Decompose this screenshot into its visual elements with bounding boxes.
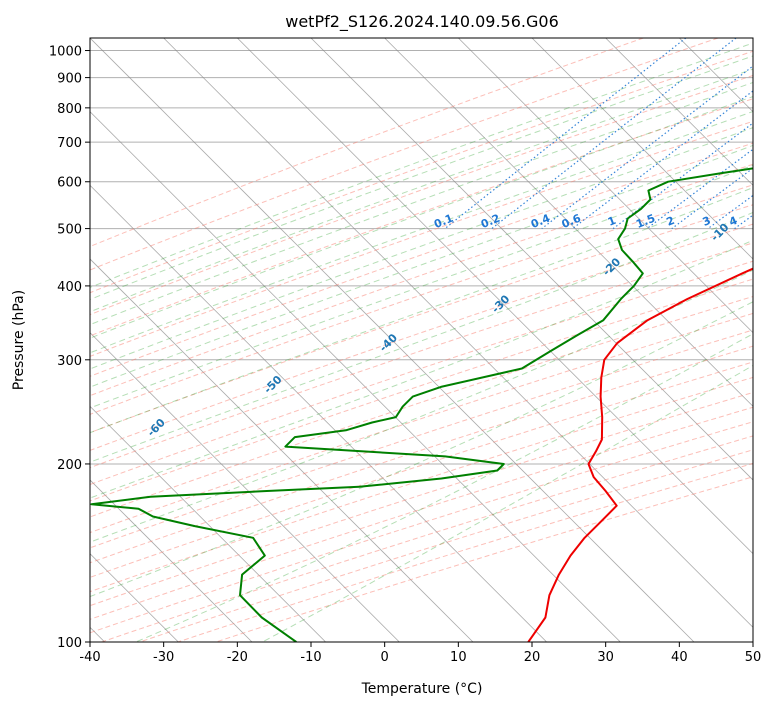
dry-adiabat-line — [101, 435, 753, 642]
dry-adiabat-line — [90, 391, 753, 607]
y-tick-label: 1000 — [49, 45, 82, 60]
y-tick-label: 400 — [57, 280, 82, 295]
y-tick-label: 700 — [57, 136, 82, 151]
dewpoint-profile-line — [90, 167, 753, 642]
isotherm-line — [458, 38, 753, 334]
mixing-ratio-label: 3 — [701, 214, 713, 229]
moist-adiabat-line — [90, 164, 753, 409]
y-tick-label: 300 — [57, 354, 82, 369]
dry-adiabat-line — [90, 295, 753, 518]
x-tick-label: 20 — [524, 650, 541, 665]
y-tick-label: 800 — [57, 102, 82, 117]
y-tick-label: 100 — [57, 636, 82, 651]
isotherm-line — [310, 38, 753, 481]
x-tick-label: 40 — [671, 650, 688, 665]
moist-adiabat-line — [90, 211, 753, 463]
dry-adiabats — [90, 38, 753, 642]
moist-adiabat-line — [90, 144, 753, 388]
dry-adiabat-line — [90, 406, 753, 620]
mixing-ratio-line — [572, 90, 753, 230]
moist-adiabat-line — [90, 42, 753, 288]
dry-adiabat-line — [90, 278, 753, 502]
mixing-ratio-lines — [444, 38, 753, 230]
plot-area: -100-90-80-70-60-50-40-30-20-10010203040… — [90, 38, 753, 642]
moist-adiabat-line — [90, 187, 753, 434]
moist-adiabat-line — [90, 55, 753, 301]
y-tick-label: 200 — [57, 458, 82, 473]
chart-title: wetPf2_S126.2024.140.09.56.G06 — [285, 12, 559, 32]
dry-adiabat-line — [90, 260, 753, 486]
isotherm-line — [90, 38, 695, 642]
isotherm-line — [90, 111, 621, 642]
moist-adiabat-line — [90, 81, 753, 326]
isotherm-line — [90, 184, 547, 642]
mixing-ratio-line — [541, 65, 753, 230]
x-tick-label: -40 — [79, 650, 100, 665]
x-tick-label: 30 — [597, 650, 614, 665]
x-tick-label: 50 — [745, 650, 762, 665]
temperature-profile-line — [527, 267, 753, 642]
mixing-ratio-label: 1 — [606, 214, 618, 229]
x-tick-label: 0 — [381, 650, 389, 665]
x-axis-ticks: -40 -30 -20 -10 0 10 20 30 40 50 — [79, 642, 761, 665]
isotherm-line — [237, 38, 753, 555]
isotherm-line — [90, 258, 474, 642]
moist-adiabat-line — [90, 110, 753, 354]
pressure-grid — [90, 50, 753, 642]
plot-frame — [89, 37, 754, 643]
dry-adiabat-line — [90, 242, 753, 469]
x-tick-label: -20 — [227, 650, 248, 665]
x-tick-label: -30 — [153, 650, 174, 665]
y-tick-label: 600 — [57, 176, 82, 191]
x-axis-label: Temperature (°C) — [361, 681, 483, 697]
dry-adiabat-line — [139, 449, 753, 642]
x-tick-label: 10 — [450, 650, 467, 665]
y-axis-label: Pressure (hPa) — [11, 290, 27, 390]
isotherm-line — [384, 38, 753, 407]
dry-adiabat-line — [90, 163, 753, 397]
y-tick-label: 500 — [57, 223, 82, 238]
mixing-ratio-line — [671, 167, 753, 230]
moist-adiabat-line — [135, 333, 753, 642]
mixing-ratio-label: 2 — [664, 214, 676, 229]
moist-adiabat-line — [262, 364, 753, 642]
dry-adiabat-line — [90, 204, 753, 434]
y-tick-label: 900 — [57, 72, 82, 87]
isotherm-line — [163, 38, 753, 628]
isotherm-line — [531, 38, 753, 260]
dry-adiabat-line — [90, 421, 753, 634]
x-tick-label: -10 — [300, 650, 321, 665]
moist-adiabat-line — [90, 127, 753, 370]
isotherm-line — [605, 38, 753, 186]
moist-adiabats — [90, 42, 753, 642]
isotherm-line — [90, 332, 400, 642]
dry-adiabat-line — [90, 329, 753, 549]
dry-adiabat-line — [90, 120, 753, 357]
y-axis-ticks: 100 200 300 400 500 600 700 800 900 1000 — [49, 45, 90, 651]
isotherm-line — [90, 405, 326, 642]
dry-adiabat-line — [90, 38, 644, 247]
profile-series — [90, 167, 753, 642]
skewed-isotherms — [90, 38, 753, 642]
